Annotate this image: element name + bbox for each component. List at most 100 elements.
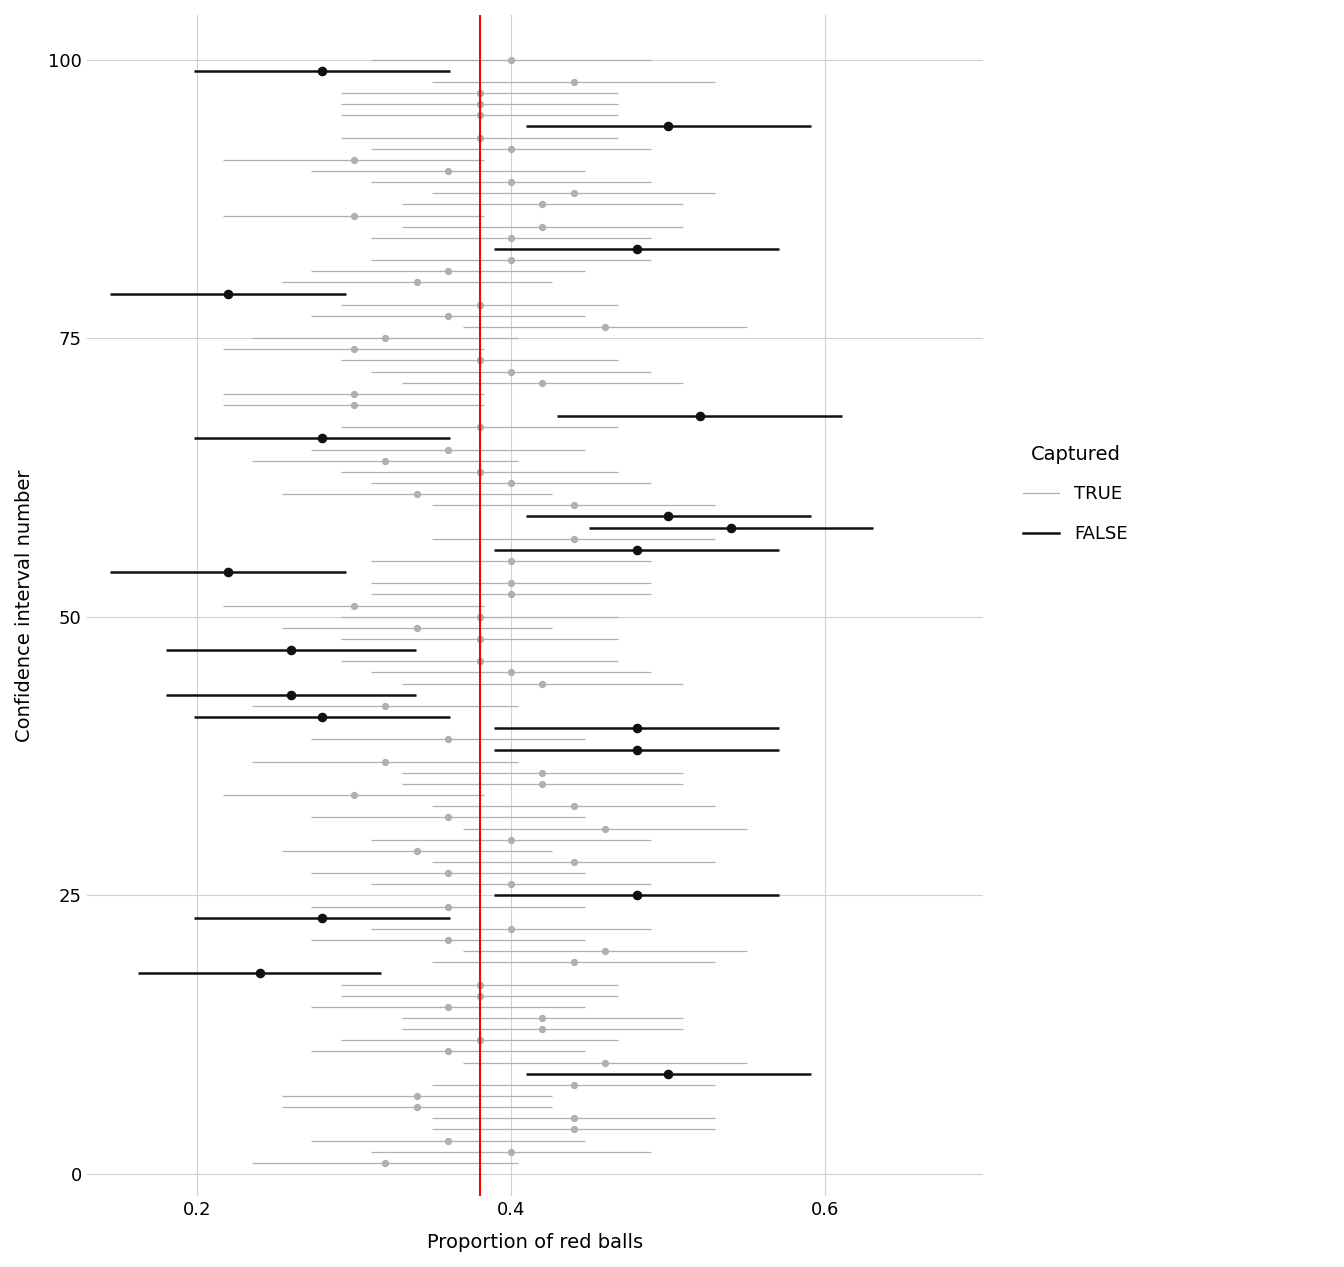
Point xyxy=(500,551,521,571)
Point xyxy=(218,563,239,583)
Point xyxy=(437,1041,458,1062)
Point xyxy=(375,696,396,716)
Point xyxy=(343,384,364,404)
Point xyxy=(312,428,333,449)
Point xyxy=(563,952,585,972)
Point xyxy=(312,707,333,727)
Point xyxy=(563,495,585,516)
Point xyxy=(500,874,521,895)
Point xyxy=(626,718,648,739)
Point xyxy=(594,1053,616,1073)
Point xyxy=(657,507,679,527)
Point xyxy=(437,863,458,883)
Point xyxy=(437,440,458,460)
Point xyxy=(375,451,396,471)
Point xyxy=(469,128,491,148)
Point xyxy=(469,94,491,114)
Point xyxy=(469,417,491,437)
Point xyxy=(469,607,491,627)
Point xyxy=(500,919,521,939)
Point xyxy=(469,628,491,649)
Point xyxy=(312,61,333,81)
Point xyxy=(532,1019,554,1039)
Point xyxy=(469,986,491,1006)
Point xyxy=(343,340,364,360)
Point xyxy=(469,461,491,481)
Point xyxy=(532,763,554,783)
Point xyxy=(375,751,396,772)
Point xyxy=(500,830,521,850)
Point xyxy=(437,930,458,950)
Point xyxy=(500,228,521,248)
Point xyxy=(563,796,585,816)
Point xyxy=(563,1109,585,1129)
Point xyxy=(532,372,554,393)
Point xyxy=(249,963,270,983)
Point xyxy=(500,663,521,683)
Point xyxy=(657,1063,679,1083)
Point xyxy=(375,1153,396,1173)
Point xyxy=(626,239,648,260)
Point xyxy=(280,640,301,660)
Point xyxy=(689,405,711,426)
Point xyxy=(437,896,458,916)
Point xyxy=(406,272,427,293)
Point xyxy=(532,774,554,794)
Point xyxy=(343,205,364,226)
Point xyxy=(437,730,458,750)
Point xyxy=(406,840,427,860)
Point xyxy=(437,161,458,181)
Point xyxy=(312,907,333,927)
Point xyxy=(280,684,301,704)
Point xyxy=(469,651,491,672)
Point xyxy=(375,328,396,348)
Point xyxy=(626,540,648,560)
Point xyxy=(343,395,364,416)
Point xyxy=(437,997,458,1017)
Point xyxy=(406,1097,427,1117)
Point xyxy=(500,361,521,381)
Point xyxy=(563,851,585,872)
Point xyxy=(343,150,364,170)
Point xyxy=(532,217,554,237)
Point xyxy=(469,82,491,103)
Point xyxy=(626,740,648,760)
Point xyxy=(469,1030,491,1050)
Point xyxy=(500,138,521,158)
Point xyxy=(594,818,616,839)
Point xyxy=(469,105,491,125)
Point xyxy=(469,295,491,315)
Point xyxy=(406,1086,427,1106)
Point xyxy=(343,786,364,806)
Point xyxy=(406,618,427,639)
Point xyxy=(500,1142,521,1162)
Y-axis label: Confidence interval number: Confidence interval number xyxy=(15,469,34,742)
Point xyxy=(563,528,585,549)
Point xyxy=(594,941,616,962)
Point xyxy=(563,1119,585,1139)
Point xyxy=(500,172,521,193)
Point xyxy=(406,484,427,504)
Point xyxy=(532,674,554,694)
Point xyxy=(500,473,521,493)
Point xyxy=(563,72,585,92)
Point xyxy=(437,1130,458,1150)
Point xyxy=(532,194,554,214)
Point xyxy=(500,573,521,593)
Point xyxy=(720,517,742,537)
X-axis label: Proportion of red balls: Proportion of red balls xyxy=(426,1233,642,1252)
Point xyxy=(218,284,239,304)
Point xyxy=(343,595,364,616)
Point xyxy=(657,117,679,137)
Point xyxy=(500,584,521,604)
Point xyxy=(469,974,491,995)
Point xyxy=(626,886,648,906)
Point xyxy=(532,1007,554,1028)
Point xyxy=(563,184,585,204)
Legend: TRUE, FALSE: TRUE, FALSE xyxy=(1016,437,1134,550)
Point xyxy=(437,305,458,326)
Point xyxy=(500,49,521,70)
Point xyxy=(469,350,491,370)
Point xyxy=(437,807,458,827)
Point xyxy=(437,261,458,281)
